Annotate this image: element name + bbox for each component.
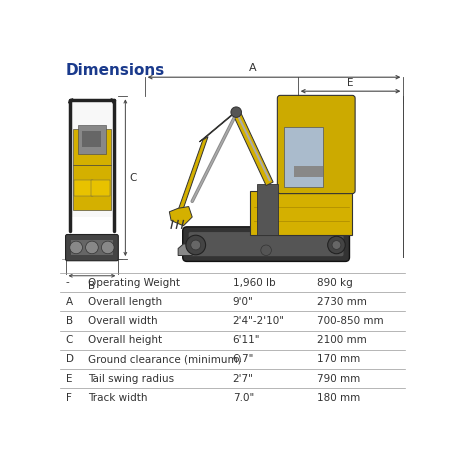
Circle shape — [231, 107, 242, 118]
Text: D: D — [65, 355, 74, 365]
Text: 890 kg: 890 kg — [317, 277, 353, 287]
Text: Operating Weight: Operating Weight — [89, 277, 180, 287]
Text: 2730 mm: 2730 mm — [317, 297, 367, 307]
Text: C: C — [65, 335, 73, 345]
Circle shape — [101, 241, 114, 254]
Circle shape — [328, 236, 345, 254]
Bar — [257, 184, 278, 235]
Text: F: F — [65, 393, 71, 403]
Text: 2100 mm: 2100 mm — [317, 335, 367, 345]
Text: -: - — [65, 277, 69, 287]
Text: 180 mm: 180 mm — [317, 393, 360, 403]
Bar — [284, 127, 323, 188]
Text: Tail swing radius: Tail swing radius — [89, 374, 174, 384]
Text: 6'11": 6'11" — [233, 335, 260, 345]
Bar — [73, 129, 111, 164]
Bar — [74, 180, 93, 196]
Text: Overall length: Overall length — [89, 297, 163, 307]
Text: A: A — [249, 63, 257, 73]
Text: B: B — [65, 316, 73, 326]
Circle shape — [70, 241, 83, 254]
Bar — [71, 240, 113, 256]
Polygon shape — [178, 244, 192, 256]
Circle shape — [86, 241, 98, 254]
FancyBboxPatch shape — [183, 227, 350, 262]
Circle shape — [186, 235, 206, 255]
Bar — [294, 166, 323, 177]
Text: 2'4"-2'10": 2'4"-2'10" — [233, 316, 285, 326]
Text: 170 mm: 170 mm — [317, 355, 360, 365]
Text: F: F — [97, 242, 103, 252]
Text: 1,960 lb: 1,960 lb — [233, 277, 275, 287]
Circle shape — [191, 240, 201, 250]
Text: 9'0": 9'0" — [233, 297, 253, 307]
Bar — [72, 104, 112, 217]
Text: 6.7": 6.7" — [233, 355, 254, 365]
Text: Overall height: Overall height — [89, 335, 163, 345]
Text: Ground clearance (minimum): Ground clearance (minimum) — [89, 355, 242, 365]
Text: E: E — [347, 78, 354, 88]
Text: 7.0": 7.0" — [233, 393, 254, 403]
Text: A: A — [65, 297, 73, 307]
FancyBboxPatch shape — [277, 95, 355, 193]
Bar — [250, 191, 352, 235]
Bar — [91, 180, 109, 196]
Text: E: E — [65, 374, 72, 384]
Polygon shape — [178, 137, 208, 210]
Bar — [78, 125, 106, 154]
Text: Overall width: Overall width — [89, 316, 158, 326]
Text: 790 mm: 790 mm — [317, 374, 360, 384]
FancyBboxPatch shape — [65, 235, 118, 261]
Bar — [73, 164, 111, 210]
Polygon shape — [169, 207, 192, 226]
Circle shape — [332, 241, 341, 249]
Text: 2'7": 2'7" — [233, 374, 253, 384]
Text: B: B — [89, 281, 95, 291]
Bar — [83, 131, 101, 147]
Polygon shape — [199, 110, 238, 142]
Text: C: C — [129, 173, 137, 183]
Circle shape — [261, 245, 271, 256]
Text: 700-850 mm: 700-850 mm — [317, 316, 384, 326]
Text: Track width: Track width — [89, 393, 148, 403]
Text: Dimensions: Dimensions — [65, 63, 165, 78]
FancyBboxPatch shape — [189, 232, 344, 256]
Polygon shape — [233, 110, 273, 186]
